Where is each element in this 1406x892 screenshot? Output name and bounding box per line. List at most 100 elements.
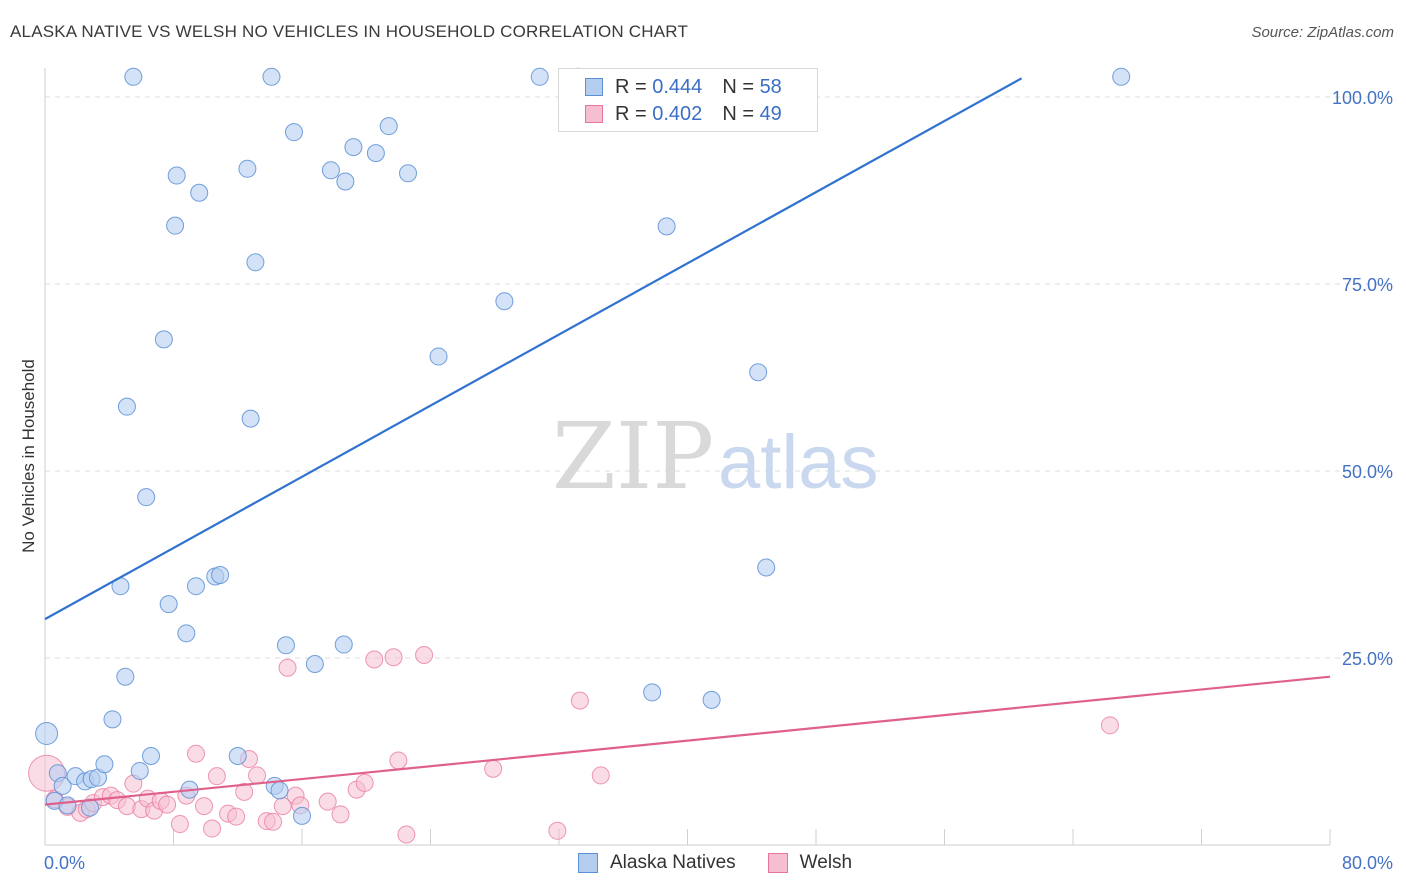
alaska-natives-point: [58, 796, 77, 815]
watermark: ZIP atlas: [552, 403, 879, 510]
chart-title: ALASKA NATIVE VS WELSH NO VEHICLES IN HO…: [10, 22, 689, 41]
welsh-point: [235, 782, 254, 801]
welsh-point: [389, 751, 408, 770]
alaska-natives-point: [262, 67, 281, 86]
welsh-point: [591, 766, 610, 785]
bottom-legend: Alaska Natives Welsh: [578, 852, 884, 874]
alaska-natives-point: [103, 710, 122, 729]
alaska-natives-point: [270, 781, 289, 800]
alaska-natives-point: [657, 217, 676, 236]
alaska-natives-points: [35, 67, 1131, 825]
legend-n-label: N =: [722, 75, 760, 98]
legend-row-welsh: R = 0.402 N = 49: [585, 102, 782, 126]
welsh-point: [248, 766, 267, 785]
welsh-point: [415, 646, 434, 665]
bottom-legend-alaska-natives: Alaska Natives: [578, 852, 736, 874]
alaska-natives-point: [495, 292, 514, 311]
welsh-point: [548, 821, 567, 840]
alaska-natives-point: [166, 216, 185, 235]
alaska-natives-point: [190, 183, 209, 202]
alaska-natives-point: [116, 667, 135, 686]
alaska-natives-point: [379, 117, 398, 136]
welsh-point: [264, 812, 283, 831]
alaska-natives-point: [130, 761, 149, 780]
gridlines: [45, 96, 1392, 659]
source-label: Source: ZipAtlas.com: [1251, 24, 1394, 41]
legend-r-label: R =: [615, 102, 653, 125]
alaska-natives-point: [142, 746, 161, 765]
y-tick-label: 25.0%: [1342, 649, 1393, 669]
watermark-zip: ZIP: [552, 403, 714, 510]
alaska-natives-point: [95, 755, 114, 774]
alaska-natives-point: [366, 144, 385, 163]
legend-n-value: 58: [759, 75, 782, 98]
alaska-natives-point: [35, 722, 59, 746]
alaska-natives-point: [429, 347, 448, 366]
legend-row-alaska-natives: R = 0.444 N = 58: [585, 75, 782, 99]
trend-lines: [44, 77, 1331, 806]
alaska-natives-point: [399, 164, 418, 183]
legend: R = 0.444 N = 58 R = 0.402 N = 49: [558, 68, 818, 132]
legend-swatch-welsh: [585, 105, 603, 123]
alaska-natives-point: [177, 624, 196, 643]
alaska-natives-point: [154, 330, 173, 349]
alaska-natives-point: [211, 565, 230, 584]
welsh-trend-line: [44, 675, 1331, 806]
welsh-point: [227, 807, 246, 826]
welsh-point: [365, 650, 384, 669]
y-tick-label: 50.0%: [1342, 462, 1393, 482]
welsh-point: [384, 648, 403, 667]
tick-labels: 100.0% 75.0% 50.0% 25.0% 0.0% 80.0%: [44, 88, 1393, 873]
welsh-point: [203, 819, 222, 838]
legend-n-label: N =: [722, 102, 760, 125]
alaska-natives-point: [1112, 67, 1131, 86]
alaska-natives-point: [344, 138, 363, 157]
alaska-natives-point: [228, 746, 247, 765]
welsh-point: [318, 792, 337, 811]
alaska-natives-point: [757, 558, 776, 577]
alaska-natives-point: [336, 172, 355, 191]
welsh-point: [186, 744, 205, 763]
alaska-natives-point: [241, 409, 260, 428]
x-tick-label-max: 80.0%: [1342, 853, 1393, 873]
alaska-natives-point: [137, 488, 156, 507]
x-tick-label-min: 0.0%: [44, 853, 85, 873]
alaska-natives-point: [305, 654, 324, 673]
legend-r-value: 0.402: [652, 102, 703, 125]
welsh-point: [207, 767, 226, 786]
y-tick-label: 75.0%: [1342, 275, 1393, 295]
bottom-legend-swatch-alaska-natives: [578, 853, 598, 873]
welsh-points: [28, 646, 1119, 844]
alaska-natives-point: [117, 397, 136, 416]
welsh-point: [397, 825, 416, 844]
welsh-point: [1100, 716, 1119, 735]
alaska-natives-trend-line: [44, 77, 1023, 621]
bottom-legend-swatch-welsh: [767, 853, 788, 873]
alaska-natives-point: [643, 683, 662, 702]
legend-r-value: 0.444: [652, 75, 703, 98]
alaska-natives-point: [186, 577, 205, 596]
y-tick-label: 100.0%: [1332, 88, 1393, 108]
welsh-point: [570, 691, 589, 710]
welsh-point: [484, 759, 503, 778]
alaska-natives-point: [702, 690, 721, 709]
legend-n-value: 49: [759, 102, 782, 125]
legend-r-label: R =: [615, 75, 653, 98]
welsh-point: [331, 805, 350, 824]
watermark-atlas: atlas: [718, 420, 879, 505]
bottom-legend-welsh: Welsh: [767, 852, 853, 874]
welsh-point: [195, 797, 214, 816]
bottom-legend-label-welsh: Welsh: [799, 852, 853, 873]
alaska-natives-point: [334, 635, 353, 654]
alaska-natives-point: [124, 67, 143, 86]
alaska-natives-point: [321, 161, 340, 180]
welsh-point: [278, 658, 297, 677]
alaska-natives-point: [749, 363, 768, 382]
alaska-natives-point: [246, 253, 265, 272]
welsh-point: [117, 797, 136, 816]
alaska-natives-point: [276, 636, 295, 655]
legend-swatch-alaska-natives: [585, 78, 603, 96]
welsh-point: [158, 795, 177, 814]
welsh-point: [355, 773, 374, 792]
